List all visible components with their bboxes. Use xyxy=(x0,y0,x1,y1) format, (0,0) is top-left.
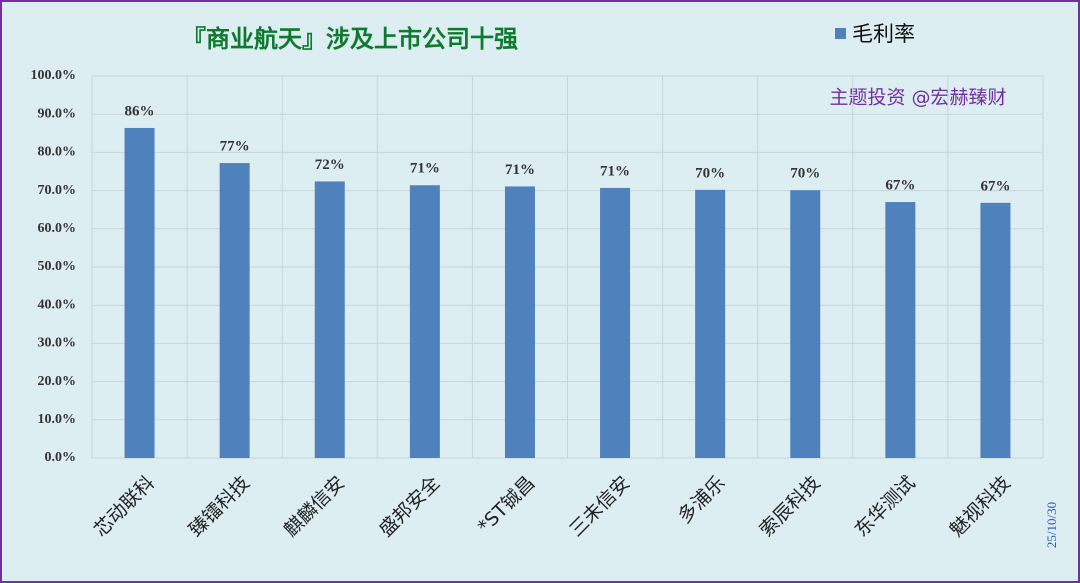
bar xyxy=(409,185,440,458)
date-label: 25/10/30 xyxy=(1044,502,1059,548)
y-tick-label: 20.0% xyxy=(38,374,77,389)
bar xyxy=(219,163,250,458)
y-tick-label: 0.0% xyxy=(45,450,77,465)
y-tick-label: 100.0% xyxy=(31,68,77,83)
chart-title: 『商业航天』涉及上市公司十强 xyxy=(182,25,518,53)
bar xyxy=(885,202,916,458)
value-label: 72% xyxy=(315,157,345,173)
bar xyxy=(695,189,726,458)
value-label: 67% xyxy=(980,178,1010,194)
value-label: 67% xyxy=(885,177,915,193)
watermark: 主题投资 @宏赫臻财 xyxy=(829,87,1006,109)
value-label: 77% xyxy=(220,139,250,155)
y-tick-label: 40.0% xyxy=(38,297,77,312)
value-label: 70% xyxy=(695,165,725,181)
value-label: 71% xyxy=(410,161,440,177)
y-tick-label: 60.0% xyxy=(38,221,77,236)
y-tick-label: 70.0% xyxy=(38,183,77,198)
legend-label: 毛利率 xyxy=(852,22,915,46)
bar xyxy=(980,202,1011,458)
value-label: 86% xyxy=(125,103,155,119)
y-tick-label: 90.0% xyxy=(38,106,77,121)
bar xyxy=(790,190,821,458)
y-tick-label: 50.0% xyxy=(38,259,77,274)
y-tick-label: 30.0% xyxy=(38,336,77,351)
y-tick-label: 10.0% xyxy=(38,412,77,427)
bar xyxy=(314,181,345,458)
bar xyxy=(124,127,155,459)
legend-swatch xyxy=(835,28,846,39)
bar xyxy=(504,186,535,458)
value-label: 70% xyxy=(790,166,820,182)
value-label: 71% xyxy=(505,162,535,178)
bar xyxy=(600,187,631,458)
y-tick-label: 80.0% xyxy=(38,145,77,160)
value-label: 71% xyxy=(600,163,630,179)
